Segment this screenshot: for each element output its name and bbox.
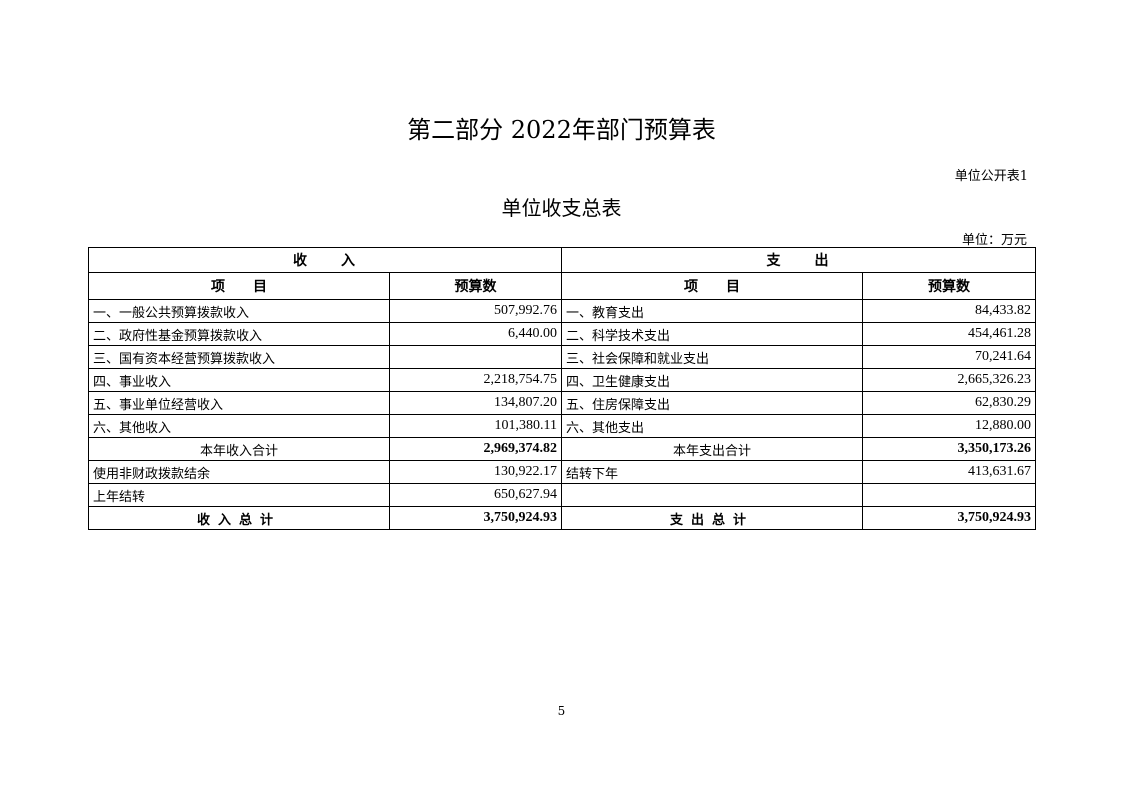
total-row: 收入总计 3,750,924.93 支出总计 3,750,924.93 [88, 506, 1036, 530]
table-title: 单位收支总表 [501, 196, 622, 220]
income-item-cell: 二、政府性基金预算拨款收入 [88, 322, 390, 346]
expense-amount-cell: 413,631.67 [862, 460, 1036, 484]
subtotal-row: 本年收入合计 2,969,374.82 本年支出合计 3,350,173.26 [88, 437, 1036, 461]
income-item-header: 项 目 [88, 272, 390, 300]
expense-item-cell: 五、住房保障支出 [561, 391, 863, 415]
expense-item-cell: 支出总计 [561, 506, 863, 530]
table-row: 一、一般公共预算拨款收入 507,992.76 一、教育支出 84,433.82 [88, 299, 1036, 323]
expense-item-cell: 结转下年 [561, 460, 863, 484]
income-item-cell: 一、一般公共预算拨款收入 [88, 299, 390, 323]
table-row: 上年结转 650,627.94 [88, 483, 1036, 507]
income-amount-cell: 134,807.20 [389, 391, 562, 415]
income-amount-cell: 2,218,754.75 [389, 368, 562, 392]
expense-amount-cell: 12,880.00 [862, 414, 1036, 438]
page-title: 第二部分 2022年部门预算表 [407, 116, 716, 144]
expense-item-cell: 一、教育支出 [561, 299, 863, 323]
income-amount-cell: 3,750,924.93 [389, 506, 562, 530]
income-amount-cell: 2,969,374.82 [389, 437, 562, 461]
column-header-row: 项 目 预算数 项 目 预算数 [88, 272, 1036, 300]
expense-item-cell: 四、卫生健康支出 [561, 368, 863, 392]
table-row: 六、其他收入 101,380.11 六、其他支出 12,880.00 [88, 414, 1036, 438]
income-amount-cell: 130,922.17 [389, 460, 562, 484]
table-row: 使用非财政拨款结余 130,922.17 结转下年 413,631.67 [88, 460, 1036, 484]
income-item-cell: 五、事业单位经营收入 [88, 391, 390, 415]
table-row: 五、事业单位经营收入 134,807.20 五、住房保障支出 62,830.29 [88, 391, 1036, 415]
section-header-row: 收 入 支 出 [88, 247, 1036, 273]
income-item-cell: 六、其他收入 [88, 414, 390, 438]
expense-item-cell: 六、其他支出 [561, 414, 863, 438]
table-row: 三、国有资本经营预算拨款收入 三、社会保障和就业支出 70,241.64 [88, 345, 1036, 369]
income-item-cell: 本年收入合计 [88, 437, 390, 461]
expense-header: 支 出 [561, 247, 1036, 273]
expense-item-cell: 二、科学技术支出 [561, 322, 863, 346]
table-row: 四、事业收入 2,218,754.75 四、卫生健康支出 2,665,326.23 [88, 368, 1036, 392]
table-row: 二、政府性基金预算拨款收入 6,440.00 二、科学技术支出 454,461.28 [88, 322, 1036, 346]
expense-amount-cell: 2,665,326.23 [862, 368, 1036, 392]
budget-summary-table: 收 入 支 出 项 目 预算数 项 目 预算数 一、一般公共预算拨款收入 507,… [88, 247, 1036, 530]
expense-amount-cell: 3,750,924.93 [862, 506, 1036, 530]
expense-amount-cell: 84,433.82 [862, 299, 1036, 323]
income-amount-header: 预算数 [389, 272, 562, 300]
expense-amount-cell: 3,350,173.26 [862, 437, 1036, 461]
income-item-cell: 收入总计 [88, 506, 390, 530]
expense-item-cell: 本年支出合计 [561, 437, 863, 461]
expense-amount-cell: 454,461.28 [862, 322, 1036, 346]
income-amount-cell [389, 345, 562, 369]
income-item-cell: 上年结转 [88, 483, 390, 507]
table-number: 单位公开表1 [954, 169, 1028, 184]
income-header: 收 入 [88, 247, 562, 273]
expense-amount-cell [862, 483, 1036, 507]
page-number: 5 [557, 704, 566, 718]
expense-amount-cell: 70,241.64 [862, 345, 1036, 369]
income-amount-cell: 101,380.11 [389, 414, 562, 438]
expense-amount-cell: 62,830.29 [862, 391, 1036, 415]
unit-label: 单位：万元 [961, 233, 1027, 248]
expense-amount-header: 预算数 [862, 272, 1036, 300]
income-amount-cell: 6,440.00 [389, 322, 562, 346]
expense-item-header: 项 目 [561, 272, 863, 300]
expense-item-cell: 三、社会保障和就业支出 [561, 345, 863, 369]
expense-item-cell [561, 483, 863, 507]
income-item-cell: 三、国有资本经营预算拨款收入 [88, 345, 390, 369]
income-amount-cell: 650,627.94 [389, 483, 562, 507]
income-amount-cell: 507,992.76 [389, 299, 562, 323]
income-item-cell: 使用非财政拨款结余 [88, 460, 390, 484]
income-item-cell: 四、事业收入 [88, 368, 390, 392]
